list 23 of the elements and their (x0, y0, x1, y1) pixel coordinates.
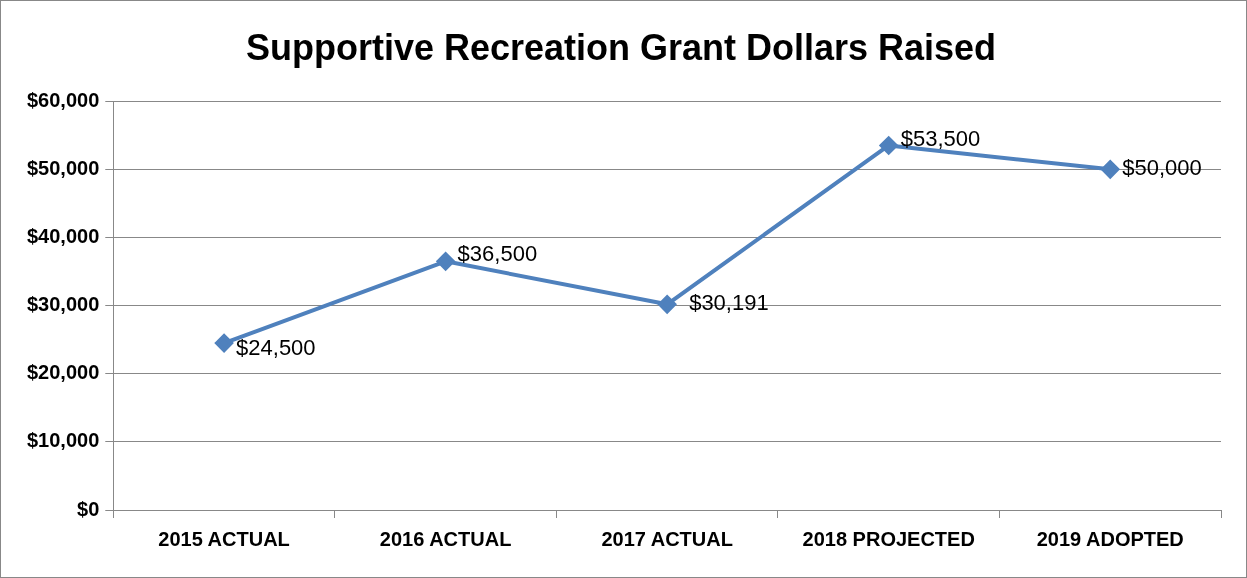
data-label: $24,500 (236, 335, 316, 361)
y-tick-label: $60,000 (27, 88, 100, 111)
x-tick-label: 2017 ACTUAL (601, 527, 733, 550)
y-tick-label: $50,000 (27, 156, 100, 179)
point (879, 136, 898, 155)
data-label: $50,000 (1122, 155, 1202, 181)
y-tick-label: $30,000 (27, 293, 100, 316)
y-tick-label: $0 (77, 497, 100, 520)
point (658, 295, 677, 314)
data-label: $30,191 (689, 290, 769, 316)
point (215, 334, 234, 353)
x-tick-label: 2016 ACTUAL (379, 527, 512, 550)
data-label: $36,500 (457, 241, 538, 267)
data-label: $53,500 (900, 125, 981, 151)
point (1101, 160, 1120, 179)
point (436, 252, 455, 271)
y-tick-label: $20,000 (27, 361, 100, 384)
x-tick-label: 2018 PROJECTED (802, 527, 975, 550)
y-tick-label: $10,000 (27, 429, 100, 452)
x-tick-label: 2019 ADOPTED (1036, 527, 1184, 550)
chart-title: Supportive Recreation Grant Dollars Raised (245, 26, 997, 68)
y-tick-label: $40,000 (27, 224, 100, 247)
x-tick-label: 2015 ACTUAL (158, 527, 290, 550)
